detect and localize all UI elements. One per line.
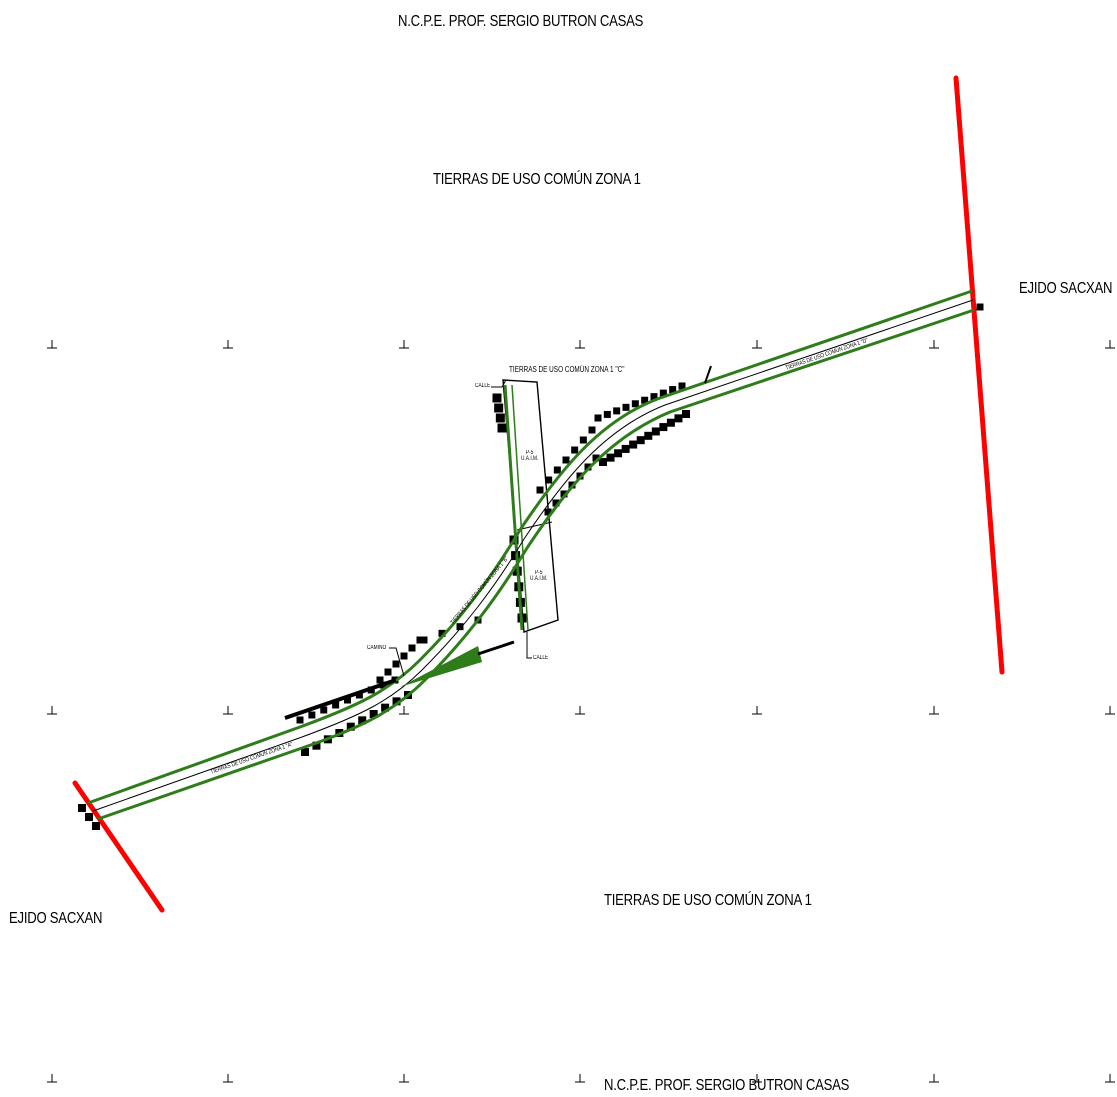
ejido-east-label: EJIDO SACXAN [1019,280,1113,297]
building-marker-icon [651,427,660,436]
building-marker-icon [606,453,615,462]
building-marker-icon [641,396,649,404]
ejido-boundary-east [953,75,1005,675]
camino-black-road [284,678,397,720]
leader-calle-bottom [526,632,532,659]
building-marker-icon [621,444,630,453]
camino-spur [477,640,515,656]
building-marker-icon [613,407,621,415]
lot-upper-label: P-5 U.A.I.M. [521,450,539,462]
building-marker-icon [497,423,507,433]
building-marker-icon [400,652,408,660]
building-marker-icon [678,382,686,390]
building-marker-icon [560,490,568,498]
lot-lower-label: P-5 U.A.I.M. [530,570,548,582]
calle-top-label: CALLE [475,383,491,389]
building-marker-icon [358,716,367,725]
zone-c-label: TIERRAS DE USO COMÚN ZONA 1 "C" [509,365,625,374]
ejido-boundary-west [72,780,165,913]
calle-road-vertical-2 [511,384,529,631]
building-marker-icon [494,403,504,413]
grid-ticks [47,340,1115,1083]
calle-road-vertical [503,384,524,631]
building-marker-icon [614,449,623,458]
building-marker-icon [392,660,400,668]
bottom-neighbor-label: N.C.P.E. PROF. SERGIO BUTRON CASAS [604,1077,850,1094]
building-marker-icon [296,716,304,724]
building-marker-icon [438,629,446,637]
building-marker-icon [674,414,683,423]
building-markers [78,303,984,830]
building-marker-icon [584,463,592,471]
building-marker-icon [392,697,401,706]
building-marker-icon [312,741,321,750]
building-marker-icon [592,454,600,462]
building-marker-icon [536,486,544,494]
building-marker-icon [78,804,86,812]
leader-camino [389,647,405,677]
ejido-west-label: EJIDO SACXAN [9,910,103,927]
camino-wedge [400,646,482,687]
top-neighbor-label: N.C.P.E. PROF. SERGIO BUTRON CASAS [398,13,644,30]
building-marker-icon [495,413,505,423]
building-marker-icon [666,418,675,427]
building-marker-icon [579,436,587,444]
building-marker-icon [308,711,316,719]
building-marker-icon [562,456,570,464]
building-marker-icon [92,822,100,830]
building-marker-icon [682,410,690,418]
zone-north-label: TIERRAS DE USO COMÚN ZONA 1 [433,171,641,188]
leader-calle-top [491,379,507,388]
building-marker-icon [594,414,602,422]
building-marker-icon [376,676,384,684]
camino-label: CAMINO [367,645,387,651]
building-marker-icon [659,423,668,432]
road-edge-north [87,289,973,805]
building-marker-icon [369,710,378,718]
building-marker-icon [408,644,416,652]
calle-bottom-label: CALLE [533,655,549,661]
parcel-c-outline [502,379,559,633]
road-centerline [92,299,974,812]
building-marker-icon [332,701,340,709]
building-marker-icon [599,458,607,466]
road-edge-south [97,308,975,821]
building-marker-icon [301,748,309,756]
building-marker-icon [552,499,560,507]
building-marker-icon [603,410,611,418]
building-marker-icon [636,436,645,445]
building-marker-icon [320,706,328,714]
building-marker-icon [416,636,424,644]
building-marker-icon [545,476,553,484]
road-end-stub-ne [704,365,712,384]
building-marker-icon [381,703,390,712]
building-marker-icon [644,431,653,440]
building-marker-icon [976,303,984,311]
building-marker-icon [85,813,93,821]
building-marker-icon [622,403,630,411]
building-marker-icon [629,440,638,449]
building-marker-icon [588,426,596,434]
building-marker-icon [420,636,428,644]
building-marker-icon [650,393,658,401]
building-marker-icon [669,386,677,394]
building-marker-icon [344,696,351,704]
parcel-c-divider [516,521,553,531]
building-marker-icon [384,668,392,676]
building-marker-icon [659,389,667,397]
zone-south-label: TIERRAS DE USO COMÚN ZONA 1 [604,892,812,909]
building-marker-icon [355,691,363,699]
building-marker-icon [631,400,639,408]
building-marker-icon [346,722,355,731]
building-marker-icon [456,623,464,631]
building-marker-icon [553,466,561,474]
building-marker-icon [492,393,502,403]
building-marker-icon [571,446,579,454]
